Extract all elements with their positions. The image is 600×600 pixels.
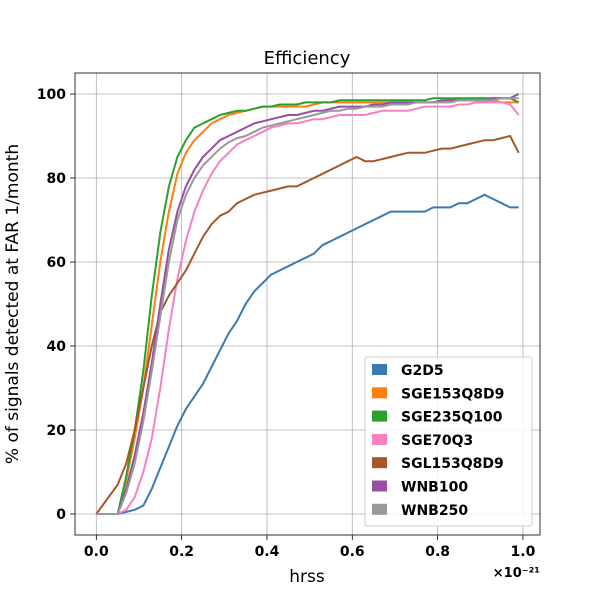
legend-swatch-g2d5	[372, 364, 387, 375]
legend: G2D5 SGE153Q8D9 SGE235Q100 SGE70Q3 SGL153Q8D…	[364, 356, 533, 527]
x-tick-label: 0.8	[425, 544, 450, 560]
legend-swatch-sge70q3	[372, 433, 387, 445]
legend-label-sgl153q8d9: SGL153Q8D9	[401, 456, 504, 472]
x-axis-label: hrss	[289, 567, 325, 587]
y-tick-label: 20	[47, 423, 67, 439]
series-line-wnb100	[96, 93, 520, 515]
x-tick-label: 0.4	[255, 544, 280, 560]
x-tick-label: 0.6	[340, 544, 365, 560]
legend-box	[364, 356, 533, 527]
x-axis-offset-label: ×10⁻²¹	[493, 566, 540, 581]
series-line-sge70q3	[96, 101, 520, 515]
series-lines	[95, 93, 520, 515]
series-line-sgl153q8d9	[95, 135, 520, 515]
y-axis-label: % of signals detected at FAR 1/month	[3, 144, 23, 464]
legend-swatch-sgl153q8d9	[372, 457, 387, 469]
legend-label-wnb250: WNB250	[401, 503, 468, 519]
legend-label-sge235q100: SGE235Q100	[401, 410, 503, 426]
y-tick-label: 40	[47, 339, 67, 355]
x-tick-label: 0.0	[84, 544, 109, 560]
legend-label-g2d5: G2D5	[401, 363, 444, 379]
legend-label-wnb100: WNB100	[401, 480, 468, 496]
series-line-sge235q100	[96, 97, 520, 515]
legend-swatch-wnb100	[372, 480, 387, 492]
legend-swatch-sge235q100	[372, 410, 387, 422]
y-tick-label: 100	[37, 87, 66, 103]
legend-swatch-sge153q8d9	[372, 387, 387, 399]
x-tick-label: 0.2	[169, 544, 194, 560]
legend-label-sge70q3: SGE70Q3	[401, 433, 473, 449]
y-tick-label: 80	[47, 171, 67, 187]
y-tick-label: 60	[47, 255, 67, 271]
series-line-wnb250	[96, 97, 519, 515]
legend-swatch-wnb250	[372, 503, 387, 515]
legend-label-sge153q8d9: SGE153Q8D9	[401, 386, 504, 402]
y-tick-label: 0	[56, 507, 66, 523]
plot-frame	[74, 72, 541, 536]
y-axis-ticks: 0 20 40 60 80 100	[37, 87, 75, 523]
x-tick-label: 1.0	[511, 544, 536, 560]
series-line-g2d5	[96, 193, 519, 515]
x-axis-ticks: 0.0 0.2 0.4 0.6 0.8 1.0	[84, 535, 536, 560]
chart-title: Efficiency	[264, 48, 351, 69]
